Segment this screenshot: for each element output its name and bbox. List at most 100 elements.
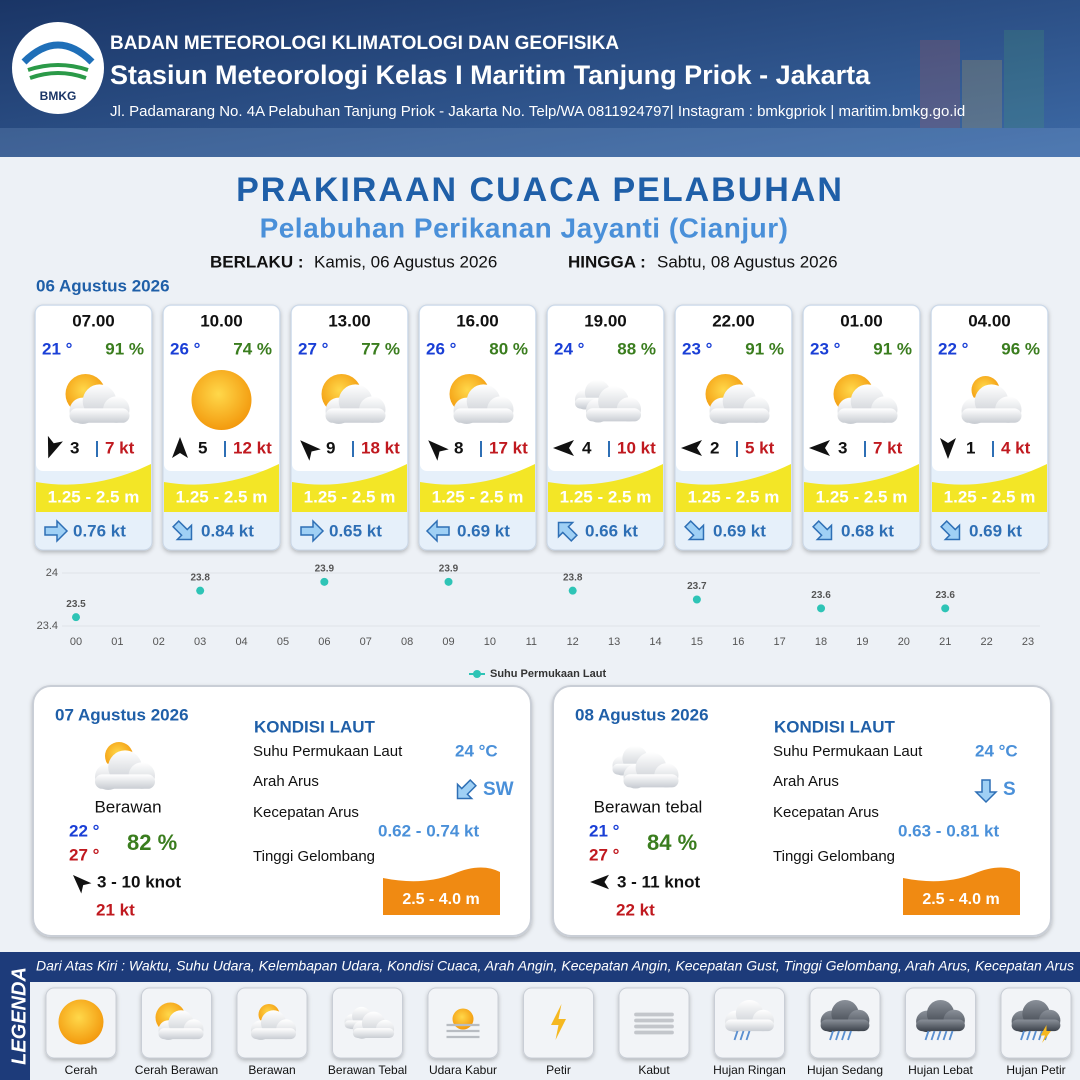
cloud-base	[837, 408, 898, 423]
x-tick-label: 15	[691, 636, 703, 648]
gust: 5 kt	[745, 438, 775, 457]
humidity: 74 %	[233, 339, 272, 358]
air-temp: 21 °	[42, 339, 73, 358]
logo	[12, 22, 104, 114]
point-label: 23.5	[66, 599, 86, 610]
humidity: 80 %	[489, 339, 528, 358]
container	[1004, 30, 1044, 140]
wind-arrow	[172, 437, 188, 458]
wind-speed: 1	[966, 438, 975, 457]
wind-arrow	[72, 874, 92, 894]
legend-item-label: Hujan Lebat	[908, 1063, 973, 1077]
rain-drop	[841, 1030, 846, 1041]
air-temp: 26 °	[426, 339, 457, 358]
legend-item: Cerah Berawan	[135, 987, 218, 1077]
agency: BADAN METEOROLOGI KLIMATOLOGI DAN GEOFIS…	[110, 33, 619, 54]
cloud	[586, 386, 641, 423]
wind-arrow	[553, 440, 574, 456]
cloud-base	[325, 408, 386, 423]
outlook-panel: 07 Agustus 2026 Berawan 22 ° 27 ° 82 % 3 - 10…	[32, 685, 532, 937]
wind-speed: 5	[198, 438, 207, 457]
legend-item-label: Udara Kabur	[429, 1063, 497, 1077]
wind-arrow	[809, 440, 830, 456]
wave-label: Tinggi Gelombang	[253, 848, 375, 865]
wave-height: 1.25 - 2.5 m	[304, 487, 396, 506]
dir-label: Arah Arus	[773, 773, 839, 790]
cloud	[820, 999, 870, 1033]
x-tick-label: 11	[526, 636, 537, 648]
sea-title: KONDISI LAUT	[774, 717, 896, 736]
wave-height: 1.25 - 2.5 m	[816, 487, 908, 506]
legend-item: Berawan	[236, 987, 308, 1077]
humidity: 91 %	[745, 339, 784, 358]
legend-item: Hujan Ringan	[713, 987, 786, 1077]
cloud	[961, 384, 1022, 424]
wind-arrow	[590, 874, 610, 890]
legend-item-label: Hujan Ringan	[713, 1063, 786, 1077]
wave-height: 1.25 - 2.5 m	[688, 487, 780, 506]
legend-description: Dari Atas Kiri : Waktu, Suhu Udara, Kele…	[36, 958, 1074, 974]
x-tick-label: 02	[153, 636, 165, 648]
station: Stasiun Meteorologi Kelas I Maritim Tanj…	[110, 60, 871, 90]
time: 07.00	[72, 311, 115, 330]
x-tick-label: 16	[732, 636, 744, 648]
valid-to: Sabtu, 08 Agustus 2026	[657, 252, 838, 271]
current-speed: 0.62 - 0.74 kt	[378, 821, 479, 840]
logo-arc	[21, 41, 95, 65]
forecast-card: 07.00 21 ° 91 % 3 7 kt 1.25 - 2.5 m 0.76 kt	[34, 304, 153, 551]
rain-drop	[733, 1030, 739, 1041]
wave-band	[676, 464, 791, 512]
temp-min: 22 °	[69, 821, 100, 840]
wind-speed: 8	[454, 438, 463, 457]
subtitle: Pelabuhan Perikanan Jayanti (Cianjur)	[260, 212, 789, 243]
legend-item: Cerah	[45, 987, 117, 1077]
time: 01.00	[840, 311, 883, 330]
sst-label: Suhu Permukaan Laut	[773, 743, 923, 760]
forecast-card: 10.00 26 ° 74 % 5 12 kt 1.25 - 2.5 m 0.84 kt	[162, 304, 281, 551]
humidity: 84 %	[647, 830, 697, 855]
cloud-base	[916, 1019, 965, 1032]
wave-band	[548, 464, 663, 512]
bolt	[1040, 1025, 1051, 1043]
current-arrow	[557, 521, 578, 542]
x-tick-label: 03	[194, 636, 206, 648]
legend-item-label: Hujan Petir	[1006, 1063, 1065, 1077]
x-tick-label: 01	[111, 636, 123, 648]
rain-drop	[942, 1030, 948, 1041]
humidity: 82 %	[127, 830, 177, 855]
rain-drop	[930, 1030, 936, 1041]
cloud	[325, 384, 386, 424]
legend-item: Hujan Sedang	[807, 987, 883, 1077]
sst: 24 °C	[975, 741, 1018, 760]
wave-label: Tinggi Gelombang	[773, 848, 895, 865]
gust: 18 kt	[361, 438, 400, 457]
current-speed: 0.69 kt	[713, 521, 766, 540]
rain-drop	[924, 1030, 930, 1041]
logo-text: BMKG	[40, 89, 77, 103]
cloud	[1011, 999, 1061, 1033]
rain-drop	[739, 1030, 745, 1041]
rain-drop	[1032, 1030, 1037, 1041]
header-decoration	[0, 30, 1080, 157]
x-tick-label: 23	[1022, 636, 1034, 648]
x-tick-label: 07	[360, 636, 372, 648]
gust: 7 kt	[873, 438, 903, 457]
x-tick-label: 00	[70, 636, 82, 648]
cloud	[352, 1011, 395, 1039]
forecast-card: 01.00 23 ° 91 % 3 7 kt 1.25 - 2.5 m 0.68 kt	[802, 304, 921, 551]
legend-item-label: Cerah	[65, 1063, 98, 1077]
gust: 21 kt	[96, 900, 135, 919]
humidity: 91 %	[873, 339, 912, 358]
rain-drop	[829, 1030, 834, 1041]
time: 19.00	[584, 311, 627, 330]
wind-arrow	[300, 440, 321, 461]
humidity: 88 %	[617, 339, 656, 358]
legend-item: Udara Kabur	[427, 987, 499, 1077]
cloud	[69, 384, 130, 424]
point	[196, 586, 205, 595]
current-speed: 0.66 kt	[585, 521, 638, 540]
wave-band	[164, 464, 279, 512]
x-tick-label: 19	[856, 636, 868, 648]
point-label: 23.6	[935, 590, 955, 601]
